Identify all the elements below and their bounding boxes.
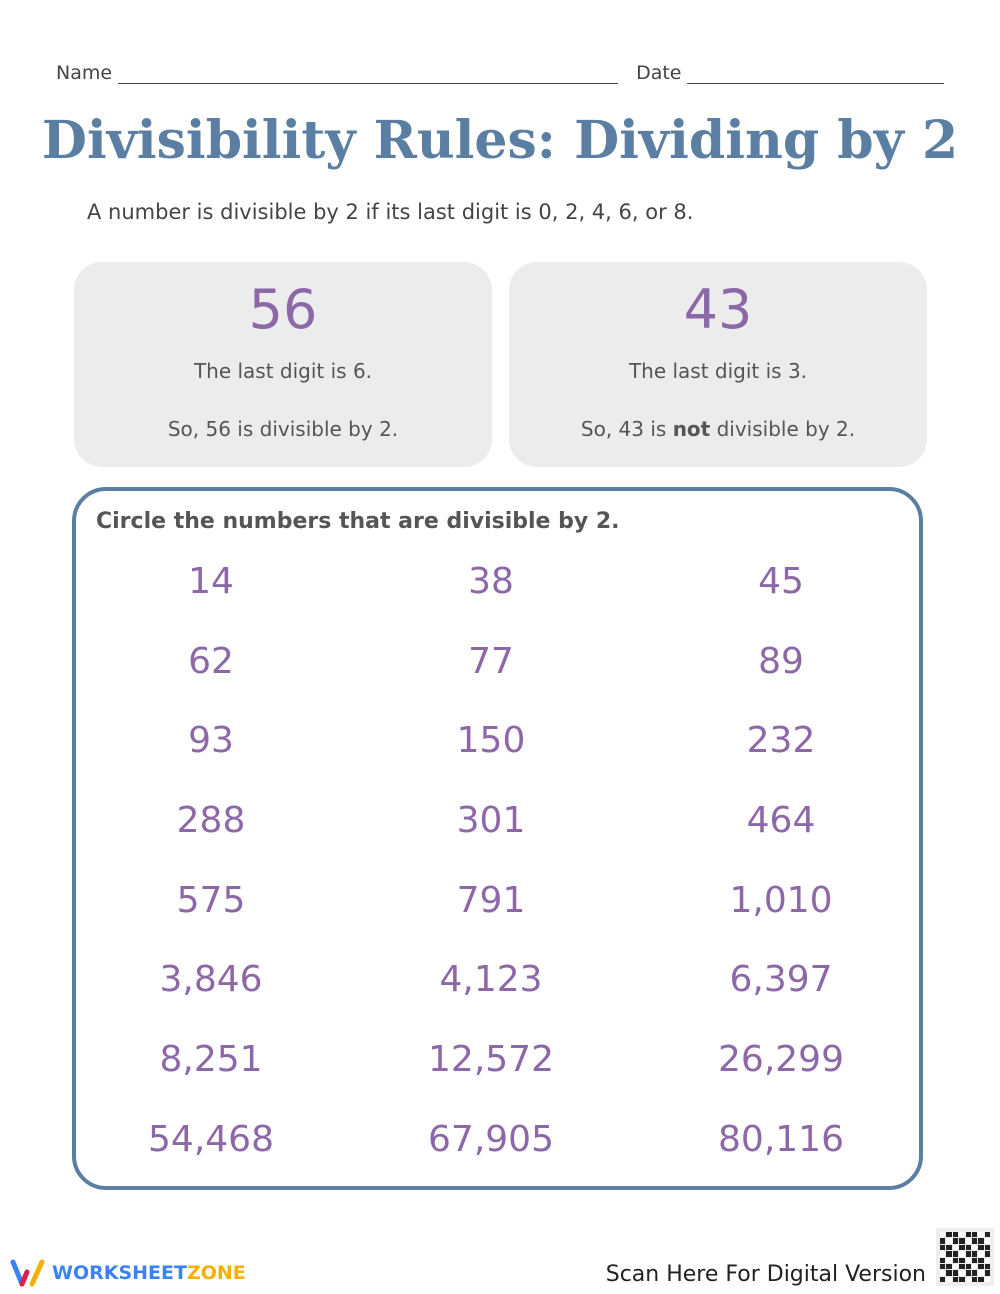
example-line1: The last digit is 6. [193,359,373,383]
date-field[interactable] [687,63,944,84]
number-item[interactable]: 26,299 [718,1039,844,1081]
number-item[interactable]: 575 [176,879,246,921]
example-line2: So, 43 is not divisible by 2. [580,417,856,441]
page-title: Divisibility Rules: Dividing by 2 [41,110,959,171]
number-item[interactable]: 12,572 [428,1039,554,1081]
number-item[interactable]: 62 [188,640,234,682]
number-item[interactable]: 3,846 [159,959,263,1001]
name-date-header: Name Date [56,62,944,84]
example-card-2: 43 The last digit is 3. So, 43 is not di… [509,262,927,467]
number-item[interactable]: 301 [456,800,526,842]
number-item[interactable]: 45 [758,561,804,602]
example-line1: The last digit is 3. [628,359,808,383]
logo-icon [10,1259,45,1287]
exercise-box: Circle the numbers that are divisible by… [72,487,923,1190]
number-item[interactable]: 14 [188,561,234,602]
example-number: 43 [683,278,753,341]
number-item[interactable]: 8,251 [159,1039,263,1081]
number-item[interactable]: 464 [746,800,816,842]
name-field[interactable] [118,63,619,84]
number-item[interactable]: 67,905 [428,1118,554,1160]
number-item[interactable]: 791 [456,879,526,921]
name-label: Name [56,62,113,84]
number-item[interactable]: 93 [188,720,234,762]
number-item[interactable]: 6,397 [729,959,833,1001]
worksheet-zone-logo: WORKSHEET ZONE [10,1258,246,1288]
qr-code-icon[interactable] [936,1228,994,1286]
number-grid: 14 38 45 62 77 89 93 150 232 288 301 464 575 791 1,010… [76,561,919,1199]
number-item[interactable]: 232 [746,720,816,762]
instruction: Circle the numbers that are divisible by… [96,509,620,534]
number-item[interactable]: 4,123 [439,959,543,1001]
number-item[interactable]: 89 [758,640,804,682]
number-item[interactable]: 54,468 [148,1118,274,1160]
number-item[interactable]: 288 [176,800,246,842]
example-number: 56 [248,278,318,341]
number-item[interactable]: 1,010 [729,879,833,921]
example-card-1: 56 The last digit is 6. So, 56 is divisi… [74,262,492,467]
rule-text: A number is divisible by 2 if its last d… [87,200,694,224]
date-label: Date [636,62,682,84]
number-item[interactable]: 150 [456,720,526,762]
example-line2: So, 56 is divisible by 2. [167,417,399,441]
number-item[interactable]: 38 [468,561,514,602]
scan-text: Scan Here For Digital Version [605,1262,926,1287]
number-item[interactable]: 77 [468,640,514,682]
number-item[interactable]: 80,116 [718,1118,844,1160]
